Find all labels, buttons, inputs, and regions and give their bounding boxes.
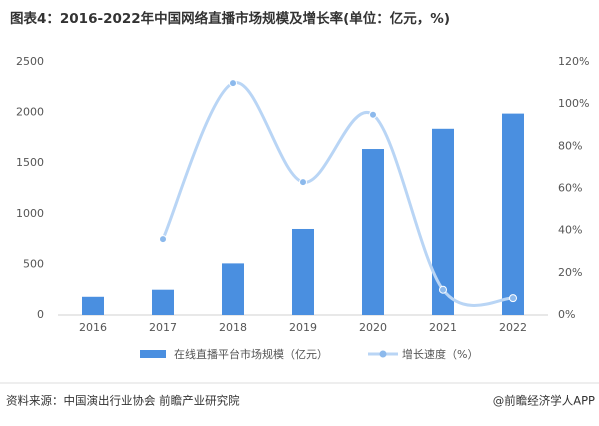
y-tick-label: 1500 (16, 156, 44, 169)
bar (292, 228, 314, 315)
y-tick-label: 500 (23, 257, 44, 270)
y2-tick-label: 100% (558, 97, 589, 110)
y2-tick-label: 20% (558, 266, 582, 279)
y2-tick-label: 0% (558, 308, 575, 321)
line-point (299, 178, 307, 187)
legend-label: 增长速度（%） (402, 347, 478, 361)
x-tick-label: 2022 (499, 321, 527, 334)
x-tick-label: 2019 (289, 321, 317, 334)
x-tick-label: 2017 (149, 321, 177, 334)
y2-tick-label: 80% (558, 139, 582, 152)
bar (222, 263, 244, 315)
line-point (159, 235, 167, 244)
x-tick-label: 2021 (429, 321, 457, 334)
y-tick-label: 2000 (16, 106, 44, 119)
line-point (369, 110, 377, 119)
bar (432, 128, 454, 315)
line-point (439, 285, 447, 294)
source: 资料来源：中国演出行业协会 前瞻产业研究院 (6, 394, 240, 408)
line-point (509, 294, 517, 303)
y-tick-label: 1000 (16, 207, 44, 220)
line-point (229, 79, 237, 88)
y2-tick-label: 60% (558, 182, 582, 195)
y2-tick-label: 120% (558, 55, 589, 68)
x-tick-label: 2020 (359, 321, 387, 334)
bar (152, 289, 174, 315)
bar (82, 296, 104, 315)
bar (502, 113, 524, 315)
bar (362, 149, 384, 315)
x-tick-label: 2016 (79, 321, 107, 334)
legend-swatch (140, 350, 166, 358)
y-tick-label: 2500 (16, 55, 44, 68)
y2-tick-label: 40% (558, 224, 582, 237)
credit: @前瞻经济学人APP (493, 394, 595, 408)
x-tick-label: 2018 (219, 321, 247, 334)
chart-title: 图表4：2016-2022年中国网络直播市场规模及增长率(单位：亿元，%) (10, 10, 450, 27)
legend-label: 在线直播平台市场规模（亿元） (174, 347, 328, 361)
line (161, 81, 514, 307)
legend-swatch (379, 350, 387, 358)
y-tick-label: 0 (37, 308, 44, 321)
